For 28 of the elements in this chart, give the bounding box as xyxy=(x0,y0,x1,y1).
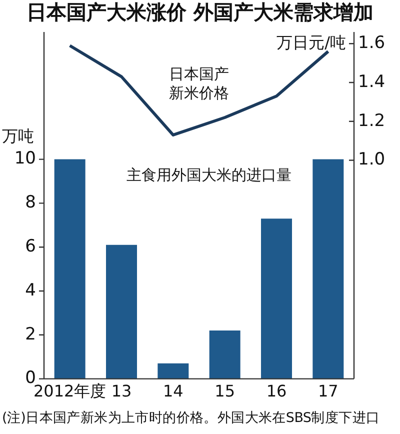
bar xyxy=(312,159,344,379)
y-tick-label: 6 xyxy=(25,236,36,257)
bar xyxy=(209,330,240,379)
y-tick-label: 10 xyxy=(14,148,36,169)
x-tick-label: 2012年度 xyxy=(33,382,106,401)
bar xyxy=(106,244,137,379)
y2-tick-label: 1.6 xyxy=(358,33,386,54)
bar xyxy=(261,218,292,379)
y-tick-label: 4 xyxy=(25,280,36,300)
bar xyxy=(158,363,189,379)
x-tick-label: 15 xyxy=(214,382,236,401)
y2-axis-title: 万日元/吨 xyxy=(276,32,346,52)
y-tick-label: 2 xyxy=(25,324,36,344)
y-tick-label: 8 xyxy=(25,192,36,213)
x-tick-label: 13 xyxy=(111,382,132,401)
text: (注)日本国产新米为上市时的价格。外国大米在SBS制度下进口 xyxy=(2,409,380,427)
series-label: 日本国产新米价格 xyxy=(169,64,229,102)
y2-tick-label: 1.0 xyxy=(358,150,386,170)
series-label: 主食用外国大米的进口量 xyxy=(126,166,292,184)
y-tick-label: 0 xyxy=(25,368,36,388)
x-tick-label: 14 xyxy=(162,382,184,401)
bar xyxy=(54,159,86,379)
chart-title: 日本国产大米涨价 外国产大米需求增加 xyxy=(26,0,374,24)
y-axis-title: 万吨 xyxy=(2,126,34,146)
y2-tick-label: 1.2 xyxy=(358,110,386,131)
y2-tick-label: 1.4 xyxy=(358,72,386,92)
x-tick-label: 16 xyxy=(266,382,287,401)
x-tick-label: 17 xyxy=(318,382,338,401)
